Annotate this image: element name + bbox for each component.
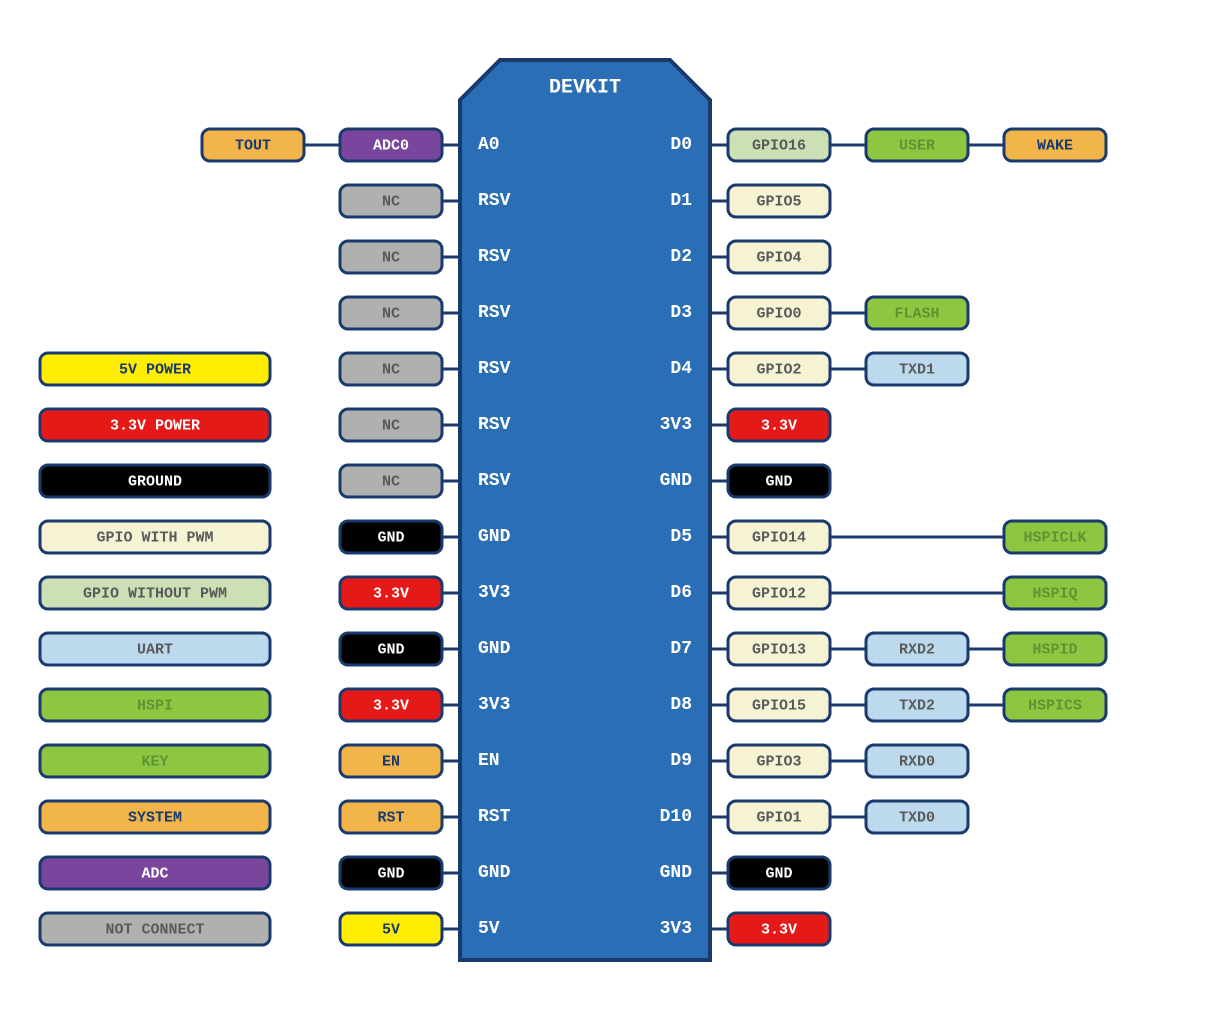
chip-title: DEVKIT	[549, 77, 621, 100]
legend-2-label: GROUND	[128, 474, 182, 491]
chip-pin-right-13: GND	[660, 863, 693, 883]
chip-pin-left-4: RSV	[478, 359, 511, 379]
pill-left-14-0-label: 5V	[382, 922, 400, 939]
chip-pin-right-8: D6	[670, 583, 692, 603]
pill-left-0-0-label: ADC0	[373, 138, 409, 155]
pill-left-0-1-label: TOUT	[235, 138, 271, 155]
pill-left-5-0-label: NC	[382, 418, 400, 435]
chip-pin-left-6: RSV	[478, 471, 511, 491]
pill-left-2-0-label: NC	[382, 250, 400, 267]
chip-pin-right-4: D4	[670, 359, 692, 379]
legend-7-label: KEY	[141, 754, 168, 771]
legend-4-label: GPIO WITHOUT PWM	[83, 586, 227, 603]
pill-left-3-0-label: NC	[382, 306, 400, 323]
chip-pin-left-1: RSV	[478, 191, 511, 211]
pill-right-12-1-label: TXD0	[899, 810, 935, 827]
pill-right-3-0-label: GPIO0	[756, 306, 801, 323]
pill-right-10-1-label: TXD2	[899, 698, 935, 715]
pill-right-13-0-label: GND	[765, 866, 792, 883]
chip-pin-left-2: RSV	[478, 247, 511, 267]
chip-pin-right-5: 3V3	[660, 415, 692, 435]
pill-right-0-0-label: GPIO16	[752, 138, 806, 155]
pill-right-9-2-label: HSPID	[1032, 642, 1077, 659]
pill-left-8-0-label: 3.3V	[373, 586, 409, 603]
chip-pin-right-12: D10	[660, 807, 692, 827]
pill-right-4-1-label: TXD1	[899, 362, 935, 379]
chip-pin-right-9: D7	[670, 639, 692, 659]
pill-right-14-0-label: 3.3V	[761, 922, 797, 939]
pill-right-8-2-label: HSPIQ	[1032, 586, 1077, 603]
pill-right-11-1-label: RXD0	[899, 754, 935, 771]
chip-pin-left-11: EN	[478, 751, 500, 771]
pill-left-10-0-label: 3.3V	[373, 698, 409, 715]
pill-left-9-0-label: GND	[377, 642, 404, 659]
pill-right-0-1-label: USER	[899, 138, 935, 155]
legend-0-label: 5V POWER	[119, 362, 191, 379]
chip-pin-right-6: GND	[660, 471, 693, 491]
pill-right-10-0-label: GPIO15	[752, 698, 806, 715]
pill-right-0-2-label: WAKE	[1037, 138, 1073, 155]
chip-pin-left-8: 3V3	[478, 583, 510, 603]
pill-left-11-0-label: EN	[382, 754, 400, 771]
chip-pin-left-13: GND	[478, 863, 511, 883]
chip-pin-left-7: GND	[478, 527, 511, 547]
chip-pin-left-10: 3V3	[478, 695, 510, 715]
pill-right-12-0-label: GPIO1	[756, 810, 801, 827]
legend-10-label: NOT CONNECT	[105, 922, 204, 939]
chip-pin-right-14: 3V3	[660, 919, 692, 939]
pill-right-6-0-label: GND	[765, 474, 792, 491]
pinout-diagram: DEVKIT A0 RSV RSV RSV RSV RSV RSV GND 3V3 GND 3V3 EN…	[0, 0, 1220, 1024]
chip-pin-right-11: D9	[670, 751, 692, 771]
chip-pin-left-3: RSV	[478, 303, 511, 323]
chip-pin-left-5: RSV	[478, 415, 511, 435]
pill-right-7-0-label: GPIO14	[752, 530, 806, 547]
pill-right-4-0-label: GPIO2	[756, 362, 801, 379]
pill-right-9-1-label: RXD2	[899, 642, 935, 659]
pill-right-7-2-label: HSPICLK	[1023, 530, 1086, 547]
pill-right-5-0-label: 3.3V	[761, 418, 797, 435]
pill-right-8-0-label: GPIO12	[752, 586, 806, 603]
legend-8-label: SYSTEM	[128, 810, 182, 827]
pill-right-2-0-label: GPIO4	[756, 250, 801, 267]
legend-9-label: ADC	[141, 866, 168, 883]
legend-1-label: 3.3V POWER	[110, 418, 200, 435]
pill-right-11-0-label: GPIO3	[756, 754, 801, 771]
pill-left-6-0-label: NC	[382, 474, 400, 491]
pill-right-3-1-label: FLASH	[894, 306, 939, 323]
legend-5-label: UART	[137, 642, 173, 659]
pill-left-12-0-label: RST	[377, 810, 404, 827]
pill-right-1-0-label: GPIO5	[756, 194, 801, 211]
chip-pin-right-7: D5	[670, 527, 692, 547]
legend-6-label: HSPI	[137, 698, 173, 715]
chip-pin-right-3: D3	[670, 303, 692, 323]
chip-pin-right-2: D2	[670, 247, 692, 267]
chip-pin-right-10: D8	[670, 695, 692, 715]
pill-right-9-0-label: GPIO13	[752, 642, 806, 659]
pill-right-10-2-label: HSPICS	[1028, 698, 1082, 715]
chip-pin-left-12: RST	[478, 807, 511, 827]
legend-3-label: GPIO WITH PWM	[96, 530, 213, 547]
pill-left-4-0-label: NC	[382, 362, 400, 379]
chip-pin-right-0: D0	[670, 135, 692, 155]
chip-pin-left-0: A0	[478, 135, 500, 155]
chip-pin-left-9: GND	[478, 639, 511, 659]
chip-pin-left-14: 5V	[478, 919, 500, 939]
pill-left-1-0-label: NC	[382, 194, 400, 211]
pill-left-13-0-label: GND	[377, 866, 404, 883]
chip-pin-right-1: D1	[670, 191, 692, 211]
pill-left-7-0-label: GND	[377, 530, 404, 547]
